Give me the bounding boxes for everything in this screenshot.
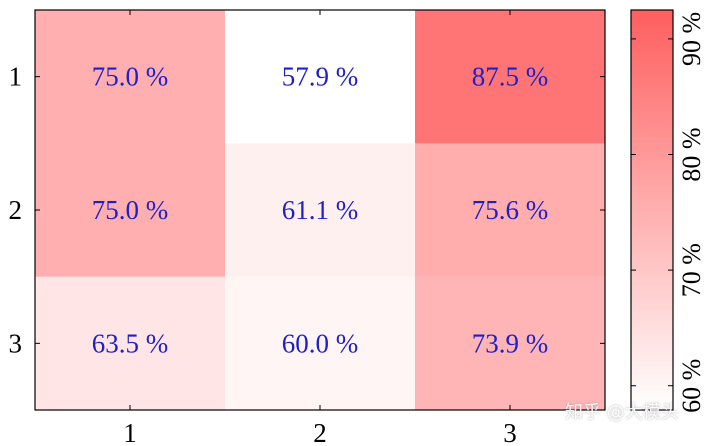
heatmap-cell-r3-c1 <box>35 276 226 411</box>
cell-label-r1-c3: 87.5 % <box>472 62 549 92</box>
colorbar-tick-label: 60 % <box>677 359 706 413</box>
colorbar-tick-label: 90 % <box>677 12 706 66</box>
colorbar-gradient <box>630 9 674 411</box>
heatmap-cell-r1-c1 <box>35 10 226 144</box>
heatmap-cell-r1-c2 <box>225 10 416 144</box>
y-tick-label: 1 <box>9 62 23 92</box>
heatmap-cell-r2-c2 <box>225 143 416 278</box>
cell-label-r3-c2: 60.0 % <box>282 328 359 358</box>
cell-label-r3-c3: 73.9 % <box>472 328 549 358</box>
heatmap-cells <box>35 10 606 411</box>
heatmap-cell-r2-c1 <box>35 143 226 278</box>
cell-label-r1-c1: 75.0 % <box>92 62 169 92</box>
watermark: 知乎 @大模头 <box>565 402 679 423</box>
x-tick-label: 3 <box>503 418 517 446</box>
y-tick-label: 2 <box>9 195 23 225</box>
y-axis: 1 2 3 <box>9 62 605 358</box>
x-tick-label: 1 <box>123 418 137 446</box>
colorbar-tick-label: 70 % <box>677 243 706 297</box>
x-tick-label: 2 <box>313 418 327 446</box>
colorbar-tick-label: 80 % <box>677 127 706 181</box>
heatmap-cell-labels: 75.0 % 57.9 % 87.5 % 75.0 % 61.1 % 75.6 % 63.5… <box>92 62 549 359</box>
colorbar: 60 % 70 % 80 % 90 % <box>630 9 706 413</box>
heatmap-cell-r3-c2 <box>225 276 416 411</box>
cell-label-r1-c2: 57.9 % <box>282 62 359 92</box>
y-tick-label: 3 <box>9 328 23 358</box>
heatmap-cell-r3-c3 <box>415 276 606 411</box>
x-axis: 1 2 3 <box>123 10 517 446</box>
cell-label-r2-c3: 75.6 % <box>472 195 549 225</box>
cell-label-r2-c2: 61.1 % <box>282 195 359 225</box>
heatmap-cell-r2-c3 <box>415 143 606 278</box>
cell-label-r2-c1: 75.0 % <box>92 195 169 225</box>
cell-label-r3-c1: 63.5 % <box>92 328 169 358</box>
heatmap-cell-r1-c3 <box>415 10 606 144</box>
